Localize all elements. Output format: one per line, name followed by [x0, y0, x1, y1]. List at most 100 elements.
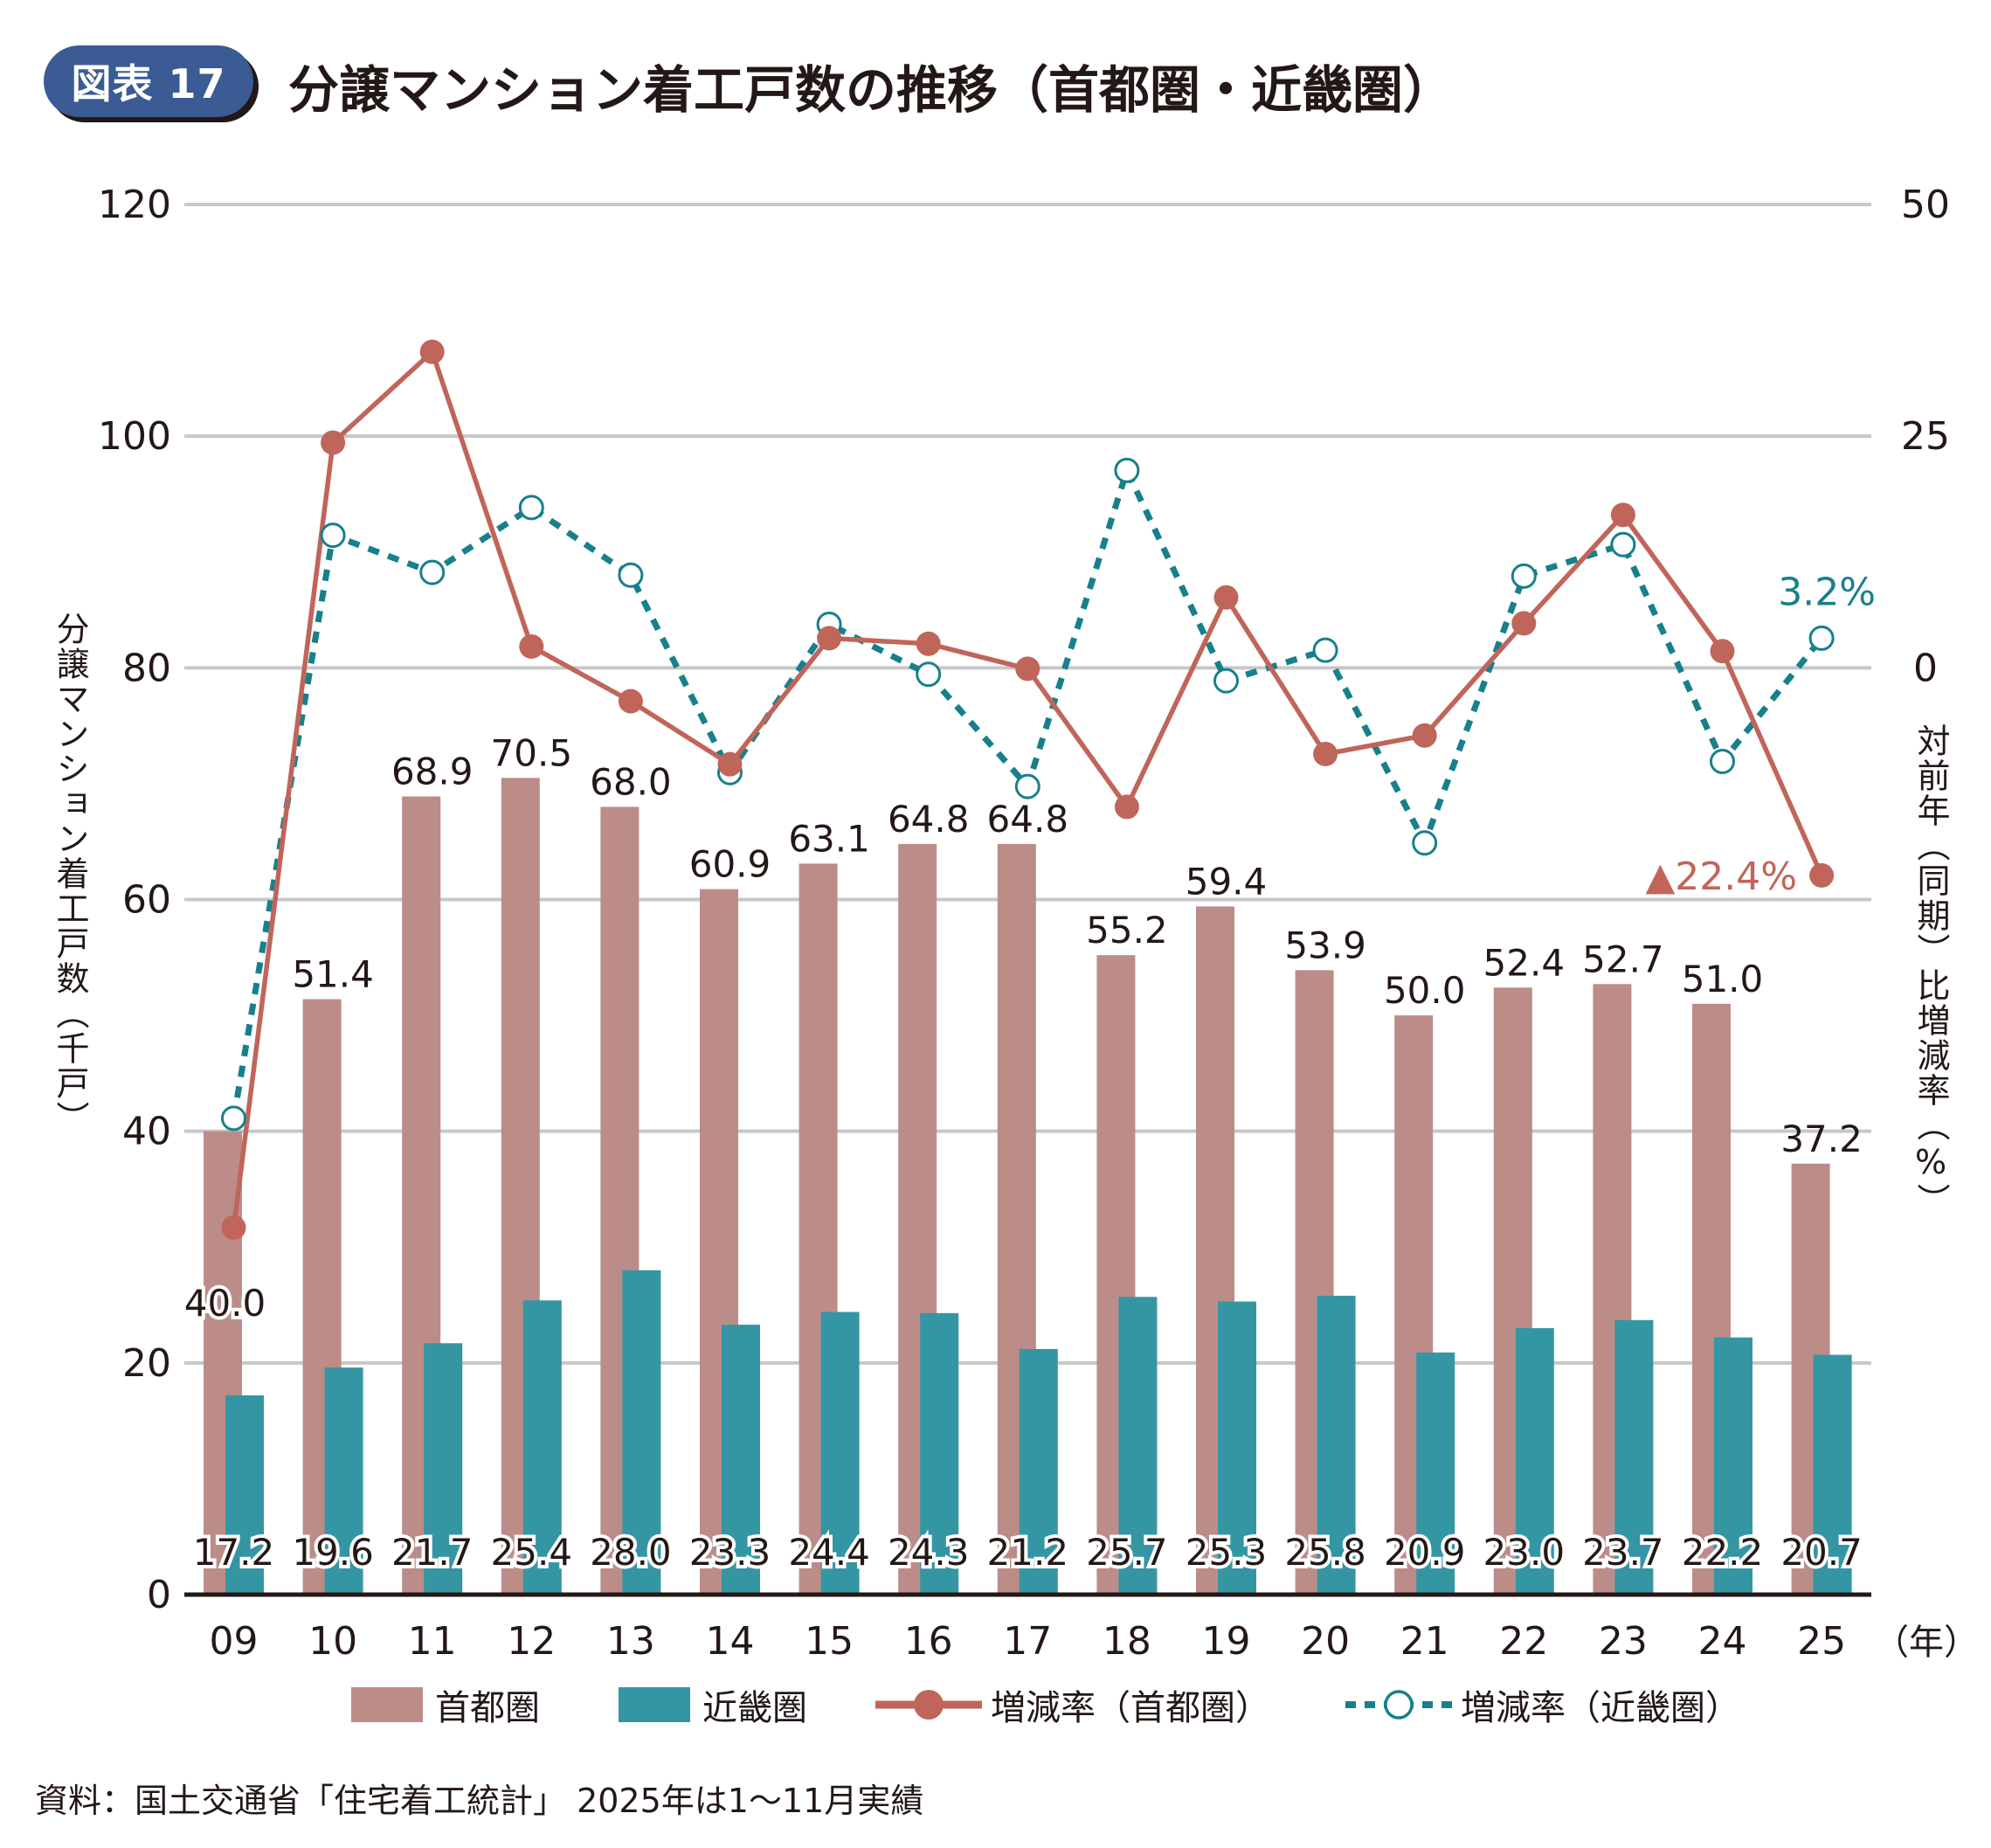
marker-rate-kinki	[518, 495, 544, 521]
bar-kinki	[1416, 1352, 1455, 1595]
marker-rate-kinki	[1213, 668, 1239, 694]
x-tick-label: 24	[1698, 1619, 1747, 1664]
data-label-shutoken: 59.4	[1186, 860, 1268, 903]
bar-kinki	[1019, 1348, 1058, 1595]
data-label-kinki: 22.2	[1682, 1531, 1764, 1574]
bar-kinki	[424, 1343, 463, 1595]
y-axis-right-label: 対前年（同期）比増減率（%）	[1911, 723, 1950, 1218]
x-tick-label: 18	[1103, 1619, 1151, 1664]
data-label-kinki: 24.3	[888, 1531, 970, 1574]
data-label-shutoken: 70.5	[491, 731, 573, 774]
bar-kinki	[820, 1312, 860, 1595]
y-left-tick-label: 120	[98, 183, 171, 227]
data-label-shutoken: 51.4	[292, 953, 374, 996]
marker-rate-shutoken	[1809, 862, 1835, 888]
marker-rate-kinki	[1710, 748, 1735, 774]
marker-rate-shutoken	[1114, 794, 1139, 820]
data-label-shutoken: 52.7	[1582, 938, 1664, 980]
figure-badge: 図表 17	[44, 45, 253, 117]
bar-kinki	[622, 1270, 661, 1595]
x-tick-label: 14	[706, 1619, 755, 1664]
data-label-kinki: 25.8	[1284, 1531, 1366, 1574]
data-label-shutoken: 60.9	[689, 843, 771, 886]
x-tick-label: 23	[1599, 1619, 1648, 1664]
x-tick-label: 19	[1202, 1619, 1251, 1664]
legend-item-rate-shutoken: 増減率（首都圏）	[874, 1679, 1270, 1730]
legend-line-solid-marker-icon	[875, 1690, 982, 1720]
data-label-kinki: 25.7	[1086, 1531, 1168, 1574]
legend-item-rate-kinki: 増減率（近畿圏）	[1344, 1679, 1740, 1730]
data-label-kinki: 23.0	[1483, 1531, 1566, 1574]
x-tick-label: 16	[904, 1619, 953, 1664]
data-label-kinki: 21.7	[391, 1531, 474, 1574]
y-axis-left-label: 分譲マンション着工戸数（千戸）	[51, 612, 89, 1136]
marker-rate-shutoken	[1313, 741, 1338, 766]
marker-rate-kinki	[419, 559, 446, 585]
legend-swatch-shutoken	[351, 1687, 423, 1722]
source-note: 資料：国土交通省「住宅着工統計」 2025年は1〜11月実績	[35, 1782, 924, 1820]
data-label-shutoken: 64.8	[987, 798, 1069, 841]
legend-swatch-kinki	[619, 1687, 690, 1722]
bar-kinki	[920, 1312, 959, 1595]
data-label-shutoken: 37.2	[1780, 1118, 1863, 1160]
bar-kinki	[1515, 1328, 1554, 1595]
bar-kinki	[722, 1325, 760, 1595]
bar-kinki	[1218, 1301, 1256, 1595]
rate-lines	[221, 339, 1835, 1240]
marker-rate-shutoken	[221, 1215, 246, 1240]
data-label-kinki: 21.2	[987, 1531, 1069, 1574]
data-label-shutoken: 55.2	[1086, 909, 1168, 952]
legend-item-kinki: 近畿圏	[619, 1679, 807, 1730]
x-tick-label: 09	[210, 1619, 259, 1664]
marker-rate-shutoken	[321, 430, 346, 455]
y-left-tick-label: 0	[147, 1573, 171, 1617]
x-tick-label: 12	[507, 1619, 556, 1664]
bar-kinki	[1714, 1337, 1752, 1595]
y-right-tick-label: 50	[1901, 183, 1950, 227]
legend-label: 近畿圏	[702, 1688, 807, 1728]
y-left-tick-label: 20	[122, 1341, 171, 1386]
x-tick-label: 11	[408, 1619, 457, 1664]
x-unit-label: （年）	[1874, 1623, 1979, 1663]
marker-rate-shutoken	[519, 633, 544, 659]
x-tick-label: 15	[805, 1619, 854, 1664]
legend-item-shutoken: 首都圏	[351, 1679, 540, 1730]
legend-label: 増減率（首都圏）	[991, 1688, 1270, 1728]
x-tick-label: 13	[606, 1619, 655, 1664]
marker-rate-kinki	[320, 523, 346, 549]
data-label-shutoken: 53.9	[1284, 924, 1366, 966]
marker-rate-shutoken	[419, 339, 445, 364]
data-labels: 40.0 17.2 51.4 19.6 68.9 21.7 70.5 25.4 68.0 28.0…	[181, 570, 1876, 1577]
data-label-kinki: 28.0	[590, 1531, 672, 1574]
marker-rate-kinki	[1808, 625, 1835, 651]
bar-kinki	[1813, 1354, 1852, 1595]
bar-kinki	[1614, 1319, 1654, 1595]
data-label-shutoken: 64.8	[888, 798, 970, 841]
y-right-tick-label: 25	[1901, 414, 1950, 459]
marker-rate-kinki	[221, 1105, 246, 1132]
marker-rate-shutoken	[916, 631, 941, 656]
marker-rate-kinki	[1014, 773, 1040, 799]
data-label-kinki: 24.4	[788, 1531, 870, 1574]
data-label-kinki: 23.7	[1582, 1531, 1664, 1574]
y-left-tick-label: 60	[122, 878, 171, 923]
y-left-tick-label: 40	[122, 1110, 171, 1154]
data-label-shutoken: 50.0	[1384, 969, 1466, 1012]
data-label-shutoken: 40.0	[184, 1282, 266, 1325]
legend-line-dotted-marker-icon	[1345, 1690, 1452, 1720]
bar-kinki	[225, 1395, 264, 1595]
x-tick-label: 10	[308, 1619, 357, 1664]
data-label-shutoken: 51.0	[1682, 958, 1764, 1000]
legend-label: 首都圏	[435, 1688, 540, 1728]
marker-rate-shutoken	[817, 626, 842, 651]
marker-rate-shutoken	[1015, 656, 1040, 682]
data-label-shutoken: 68.0	[590, 760, 672, 803]
bar-kinki	[1317, 1295, 1356, 1595]
x-tick-label: 25	[1797, 1619, 1846, 1664]
marker-rate-kinki	[1511, 563, 1537, 589]
data-label-kinki: 20.7	[1780, 1531, 1863, 1574]
bar-kinki	[1118, 1297, 1158, 1595]
data-label-kinki: 23.3	[689, 1531, 771, 1574]
x-tick-label: 21	[1400, 1619, 1449, 1664]
